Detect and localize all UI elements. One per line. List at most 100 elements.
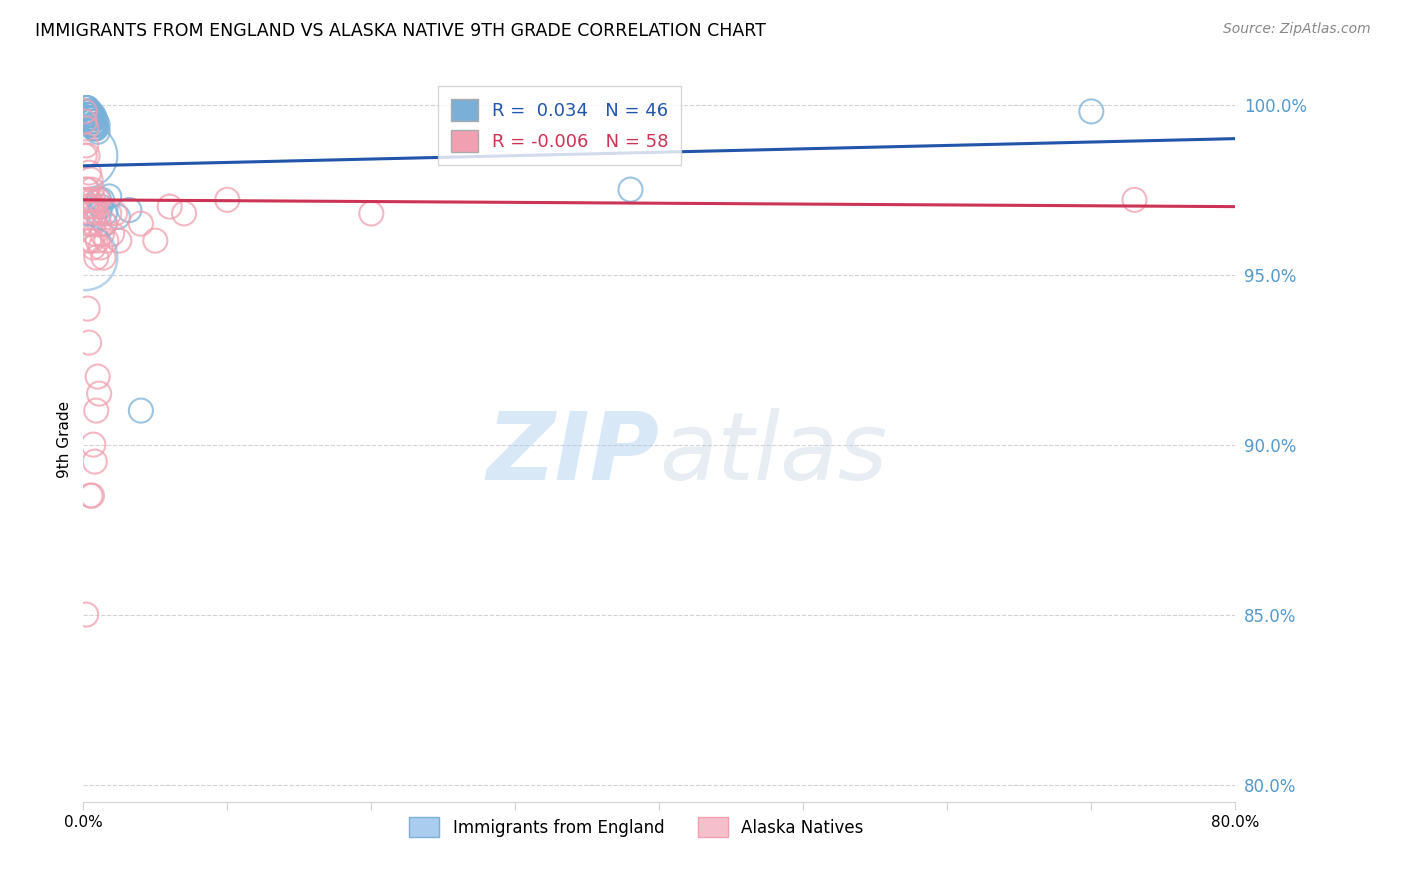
Point: [94, 217, 117, 231]
Point: [80, 118, 103, 132]
Point: [75, 200, 97, 214]
Point: [89, 386, 111, 401]
Point: [79, 114, 101, 128]
Point: [360, 206, 382, 220]
Point: [107, 210, 129, 224]
Point: [98, 189, 121, 203]
Point: [80, 112, 103, 126]
Point: [76, 301, 98, 316]
Point: [84, 206, 107, 220]
Point: [77, 104, 100, 119]
Point: [76, 101, 98, 115]
Point: [79, 104, 101, 119]
Point: [76, 104, 98, 119]
Point: [83, 112, 105, 126]
Point: [84, 121, 107, 136]
Point: [129, 403, 152, 417]
Point: [73, 104, 96, 119]
Point: [75, 104, 97, 119]
Point: [80, 183, 103, 197]
Point: [83, 227, 105, 241]
Point: [77, 108, 100, 122]
Point: [89, 206, 111, 220]
Point: [79, 108, 101, 122]
Point: [77, 206, 100, 220]
Point: [86, 118, 108, 132]
Point: [82, 112, 104, 126]
Point: [83, 200, 105, 214]
Point: [79, 200, 101, 214]
Point: [75, 101, 97, 115]
Point: [79, 489, 101, 503]
Text: Source: ZipAtlas.com: Source: ZipAtlas.com: [1223, 22, 1371, 37]
Point: [84, 251, 107, 265]
Point: [76, 217, 98, 231]
Point: [76, 112, 98, 126]
Point: [80, 234, 103, 248]
Point: [76, 148, 98, 162]
Point: [173, 206, 195, 220]
Point: [90, 240, 112, 254]
Point: [83, 454, 105, 468]
Point: [77, 166, 100, 180]
Point: [77, 112, 100, 126]
Point: [1123, 193, 1146, 207]
Point: [129, 217, 152, 231]
Point: [75, 607, 97, 622]
Point: [72, 193, 94, 207]
Point: [77, 193, 100, 207]
Point: [82, 240, 104, 254]
Point: [73, 104, 96, 119]
Point: [143, 234, 166, 248]
Point: [91, 193, 114, 207]
Legend: Immigrants from England, Alaska Natives: Immigrants from England, Alaska Natives: [402, 810, 870, 844]
Point: [84, 114, 107, 128]
Point: [76, 108, 98, 122]
Point: [82, 118, 104, 132]
Point: [101, 227, 124, 241]
Point: [73, 148, 96, 162]
Point: [77, 234, 100, 248]
Text: ZIP: ZIP: [486, 408, 659, 500]
Point: [80, 489, 103, 503]
Point: [77, 108, 100, 122]
Point: [82, 108, 104, 122]
Point: [90, 200, 112, 214]
Point: [619, 183, 641, 197]
Point: [94, 206, 117, 220]
Point: [118, 202, 141, 217]
Point: [104, 206, 127, 220]
Point: [86, 125, 108, 139]
Point: [96, 234, 118, 248]
Point: [76, 193, 98, 207]
Text: IMMIGRANTS FROM ENGLAND VS ALASKA NATIVE 9TH GRADE CORRELATION CHART: IMMIGRANTS FROM ENGLAND VS ALASKA NATIVE…: [35, 22, 766, 40]
Point: [77, 112, 100, 126]
Point: [75, 101, 97, 115]
Point: [80, 206, 103, 220]
Point: [86, 193, 108, 207]
Text: atlas: atlas: [659, 409, 887, 500]
Point: [86, 234, 108, 248]
Y-axis label: 9th Grade: 9th Grade: [58, 401, 72, 478]
Point: [89, 217, 111, 231]
Point: [73, 148, 96, 162]
Point: [76, 108, 98, 122]
Point: [93, 251, 115, 265]
Point: [73, 251, 96, 265]
Point: [98, 206, 121, 220]
Point: [217, 193, 239, 207]
Point: [80, 108, 103, 122]
Point: [73, 114, 96, 128]
Point: [82, 121, 104, 136]
Point: [82, 437, 104, 451]
Point: [91, 227, 114, 241]
Point: [75, 121, 97, 136]
Point: [108, 234, 131, 248]
Point: [84, 403, 107, 417]
Point: [80, 114, 103, 128]
Point: [159, 200, 181, 214]
Point: [82, 193, 104, 207]
Point: [83, 121, 105, 136]
Point: [79, 217, 101, 231]
Point: [76, 183, 98, 197]
